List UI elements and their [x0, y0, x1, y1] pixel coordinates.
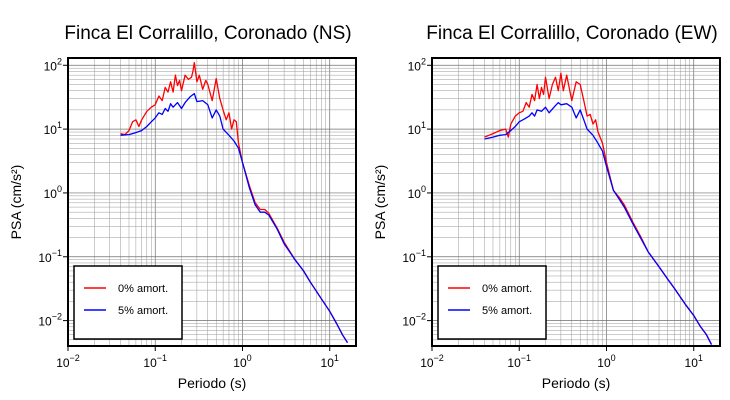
x-tick-label: 101	[321, 353, 339, 370]
legend-label-1: 5% amort.	[482, 305, 532, 317]
y-tick-base: 10	[44, 59, 58, 73]
x-tick-exponent: 1	[698, 353, 703, 363]
y-tick-exponent: −1	[416, 248, 426, 258]
series-line-1	[484, 101, 713, 345]
y-tick-label: 102	[44, 56, 62, 73]
legend: 0% amort. 5% amort.	[437, 265, 547, 340]
series-line-1	[120, 92, 349, 344]
y-tick-exponent: −2	[52, 312, 62, 322]
x-tick-base: 10	[321, 356, 335, 370]
y-tick-exponent: 2	[421, 56, 426, 66]
y-tick-label: 102	[408, 56, 426, 73]
x-tick-exponent: 1	[334, 353, 339, 363]
y-axis-label: PSA (cm/s²)	[372, 165, 388, 240]
y-tick-exponent: −2	[416, 312, 426, 322]
y-tick-label: 10−2	[38, 312, 62, 329]
x-tick-label: 10−1	[143, 353, 167, 370]
x-tick-label: 100	[597, 353, 615, 370]
x-tick-base: 10	[685, 356, 699, 370]
x-tick-base: 10	[507, 356, 521, 370]
x-tick-exponent: 0	[611, 353, 616, 363]
legend-box	[73, 265, 183, 340]
y-tick-label: 100	[408, 184, 426, 201]
y-tick-base: 10	[44, 123, 58, 137]
y-tick-exponent: 1	[57, 120, 62, 130]
legend-label-0: 0% amort.	[118, 283, 168, 295]
y-tick-base: 10	[402, 251, 416, 265]
legend: 0% amort. 5% amort.	[73, 265, 183, 340]
y-tick-exponent: 0	[421, 184, 426, 194]
x-axis-label: Periodo (s)	[178, 375, 246, 391]
y-tick-base: 10	[408, 187, 422, 201]
x-tick-base: 10	[597, 356, 611, 370]
x-tick-exponent: −1	[521, 353, 531, 363]
y-tick-base: 10	[402, 315, 416, 329]
y-tick-label: 10−1	[38, 248, 62, 265]
y-tick-label: 101	[44, 120, 62, 137]
x-tick-label: 10−2	[56, 353, 80, 370]
y-tick-base: 10	[408, 59, 422, 73]
legend-label-0: 0% amort.	[482, 283, 532, 295]
y-tick-exponent: 0	[57, 184, 62, 194]
legend-box	[437, 265, 547, 340]
y-tick-label: 10−1	[402, 248, 426, 265]
x-tick-label: 10−1	[507, 353, 531, 370]
y-tick-base: 10	[408, 123, 422, 137]
y-tick-label: 100	[44, 184, 62, 201]
y-tick-base: 10	[38, 251, 52, 265]
y-tick-exponent: 1	[421, 120, 426, 130]
plot-frame	[431, 57, 721, 347]
legend-label-1: 5% amort.	[118, 305, 168, 317]
x-axis-label: Periodo (s)	[542, 375, 610, 391]
plot-frame	[67, 57, 357, 347]
chart-title: Finca El Corralillo, Coronado (NS)	[64, 23, 351, 44]
y-tick-exponent: 2	[57, 56, 62, 66]
x-tick-base: 10	[233, 356, 247, 370]
y-tick-label: 101	[408, 120, 426, 137]
x-tick-exponent: −1	[157, 353, 167, 363]
x-tick-exponent: −2	[70, 353, 80, 363]
y-tick-exponent: −1	[52, 248, 62, 258]
x-tick-label: 10−2	[420, 353, 444, 370]
y-tick-base: 10	[38, 315, 52, 329]
x-tick-label: 100	[233, 353, 251, 370]
x-tick-base: 10	[56, 356, 70, 370]
y-axis-label: PSA (cm/s²)	[8, 165, 24, 240]
x-tick-base: 10	[143, 356, 157, 370]
x-tick-base: 10	[420, 356, 434, 370]
x-tick-exponent: −2	[434, 353, 444, 363]
y-tick-label: 10−2	[402, 312, 426, 329]
x-tick-label: 101	[685, 353, 703, 370]
chart-title: Finca El Corralillo, Coronado (EW)	[426, 23, 717, 44]
y-tick-base: 10	[44, 187, 58, 201]
x-tick-exponent: 0	[247, 353, 252, 363]
